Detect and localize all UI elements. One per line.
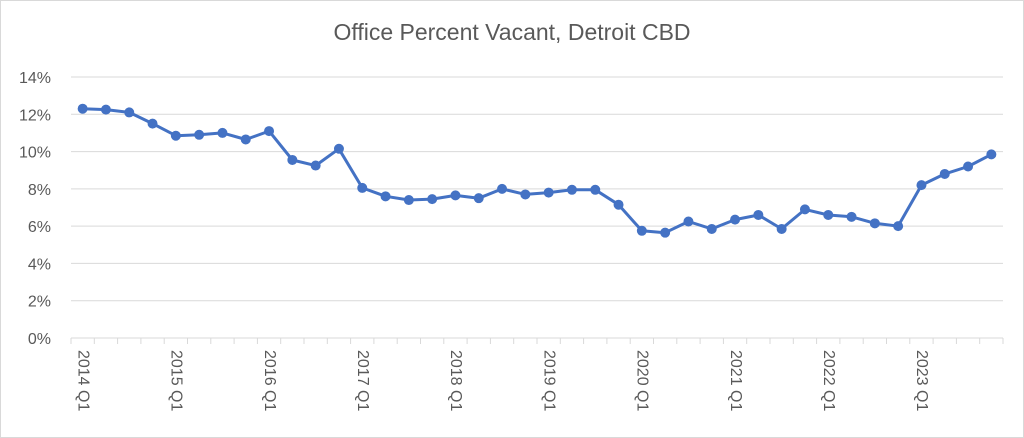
gridlines	[71, 76, 1003, 302]
data-point	[497, 183, 508, 194]
series-line	[81, 107, 993, 235]
x-tick-label: 2018 Q1	[447, 350, 464, 411]
data-point	[916, 180, 927, 191]
data-point	[520, 189, 531, 200]
data-point	[753, 209, 764, 220]
data-point	[450, 190, 461, 201]
series-vacancy-rate	[77, 103, 997, 238]
chart-title: Office Percent Vacant, Detroit CBD	[333, 19, 691, 45]
x-tick-label: 2019 Q1	[540, 350, 557, 411]
data-point	[963, 161, 974, 172]
y-axis-tick-labels: 0% 2% 4% 6% 8% 10% 12% 14%	[19, 70, 51, 348]
data-point	[310, 160, 321, 171]
data-point	[380, 191, 391, 202]
data-point	[613, 199, 624, 210]
data-point	[590, 184, 601, 195]
data-point	[147, 118, 158, 129]
x-tick-label: 2016 Q1	[261, 350, 278, 411]
data-point	[357, 182, 368, 193]
y-tick-label: 2%	[28, 294, 51, 311]
x-tick-label: 2015 Q1	[168, 350, 185, 411]
data-point	[427, 194, 438, 205]
data-point	[543, 187, 554, 198]
y-tick-label: 4%	[28, 256, 51, 273]
data-point	[893, 221, 904, 232]
x-tick-label: 2023 Q1	[913, 350, 930, 411]
data-point	[683, 216, 694, 227]
y-tick-label: 6%	[28, 219, 51, 236]
data-point	[287, 154, 298, 165]
data-point	[170, 130, 181, 141]
axes	[70, 337, 1004, 344]
data-point	[333, 143, 344, 154]
data-point	[403, 195, 414, 206]
data-point	[194, 129, 205, 140]
x-tick-label: 2022 Q1	[820, 350, 837, 411]
y-tick-label: 8%	[28, 182, 51, 199]
data-point	[730, 214, 741, 225]
data-point	[77, 103, 88, 114]
data-point	[660, 227, 671, 238]
data-point	[799, 204, 810, 215]
y-tick-label: 10%	[19, 145, 51, 162]
x-tick-label: 2020 Q1	[634, 350, 651, 411]
data-point	[939, 168, 950, 179]
data-point	[846, 211, 857, 222]
y-tick-label: 12%	[19, 107, 51, 124]
data-point	[100, 104, 111, 115]
data-point	[776, 223, 787, 234]
data-point	[823, 209, 834, 220]
x-tick-label: 2014 Q1	[74, 350, 91, 411]
data-point	[124, 107, 135, 118]
y-tick-label: 0%	[28, 331, 51, 348]
x-tick-label: 2017 Q1	[354, 350, 371, 411]
y-tick-label: 14%	[19, 70, 51, 87]
data-point	[869, 218, 880, 229]
data-point	[706, 223, 717, 234]
data-point	[473, 193, 484, 204]
data-point	[566, 184, 577, 195]
data-point	[240, 134, 251, 145]
data-point	[986, 149, 997, 160]
data-point	[264, 126, 275, 137]
data-point	[217, 127, 228, 138]
data-point	[636, 225, 647, 236]
x-axis-tick-labels: 2014 Q1 2015 Q1 2016 Q1 2017 Q1 2018 Q1 2019 …	[74, 350, 930, 411]
x-tick-label: 2021 Q1	[727, 350, 744, 411]
